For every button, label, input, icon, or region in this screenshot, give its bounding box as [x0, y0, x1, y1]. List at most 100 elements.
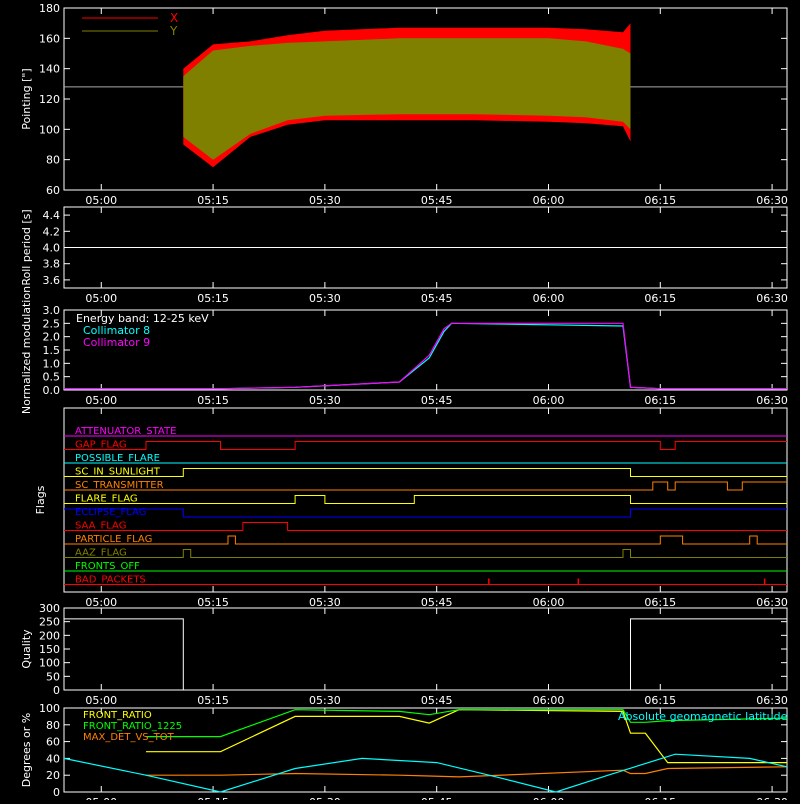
panel-1-ytick-label: 3.8: [43, 258, 61, 271]
panel-3-xtick-label: 06:00: [533, 596, 565, 609]
modulation-legend-collimator-8: Collimator 8: [83, 324, 150, 337]
flag-label-sc-in-sunlight: SC_IN_SUNLIGHT: [75, 467, 161, 478]
flag-label-flare-flag: FLARE_FLAG: [75, 494, 138, 505]
panel-1-ytick-label: 4.0: [43, 242, 61, 255]
panel-2-ytick-label: 2.0: [43, 331, 61, 344]
panel-4-ytick-label: 250: [39, 616, 60, 629]
panel-4-ytick-label: 50: [46, 670, 60, 683]
panel-5-ytick-label: 80: [46, 719, 60, 732]
panel-5-ytick-label: 0: [53, 786, 60, 799]
panel-1-xtick-label: 06:00: [533, 292, 565, 305]
panel-2-xtick-label: 05:00: [85, 394, 117, 407]
quality-line: [64, 618, 787, 691]
modulation-series-collimator-8: [64, 322, 787, 390]
flag-line-sc-in-sunlight: [64, 468, 787, 477]
ratio-annotation-right: Absolute geomagnetic latitude: [618, 710, 788, 723]
panel-4-ylabel: Quality: [20, 629, 33, 669]
ratio-series-max-det-vs-tot: [146, 766, 788, 778]
panel-2-ytick-label: 0.0: [43, 384, 61, 397]
panel-5-xtick-label: 05:15: [197, 796, 229, 800]
panel-2-xtick-label: 05:45: [421, 394, 453, 407]
flag-label-fronts-off: FRONTS_OFF: [75, 561, 140, 572]
panel-5-ytick-label: 100: [39, 702, 60, 715]
modulation-series-collimator-9: [64, 322, 787, 390]
panel-3-xtick-label: 05:00: [85, 596, 117, 609]
panel-0-xtick-label: 05:15: [197, 194, 229, 207]
panel-5-xtick-label: 05:30: [309, 796, 341, 800]
ratio-legend-max-det-vs-tot: MAX_DET_VS_TOT: [83, 732, 175, 743]
legend-label-x: X: [170, 11, 178, 25]
panel-1-xtick-label: 06:30: [756, 292, 788, 305]
ratio-legend-front-ratio: FRONT_RATIO: [83, 710, 152, 721]
panel-0-xtick-label: 05:00: [85, 194, 117, 207]
panel-2-ylabel: Normalized modulation: [20, 286, 33, 414]
panel-5-ytick-label: 60: [46, 736, 60, 749]
panel-1-xtick-label: 06:15: [644, 292, 676, 305]
panel-2-ytick-label: 2.5: [43, 317, 61, 330]
flag-label-attenuator-state: ATTENUATOR_STATE: [75, 426, 176, 437]
ratio-series-front-ratio-1225: [146, 709, 788, 738]
panel-5-frame: [63, 707, 788, 793]
panel-4-ytick-label: 100: [39, 657, 60, 670]
panel-5-ylabel: Degrees or %: [20, 713, 33, 787]
pointing-band-y: [183, 38, 631, 160]
flag-label-gap-flag: GAP_FLAG: [75, 440, 127, 451]
panel-5-xtick-label: 06:15: [644, 796, 676, 800]
flag-line-sc-transmitter: [64, 481, 787, 491]
panel-1-ytick-label: 3.6: [43, 274, 61, 287]
panel-2-xtick-label: 05:15: [197, 394, 229, 407]
panel-0-ytick-label: 100: [39, 123, 60, 136]
panel-4-ytick-label: 0: [53, 684, 60, 697]
panel-5-xtick-label: 06:00: [533, 796, 565, 800]
panel-1-xtick-label: 05:15: [197, 292, 229, 305]
panel-0-ytick-label: 80: [46, 154, 60, 167]
panel-3-xtick-label: 06:15: [644, 596, 676, 609]
panel-0-ytick-label: 160: [39, 32, 60, 45]
panel-0-xtick-label: 05:30: [309, 194, 341, 207]
panel-3-xtick-label: 05:15: [197, 596, 229, 609]
panel-0-xtick-label: 05:45: [421, 194, 453, 207]
flag-label-sc-transmitter: SC_TRANSMITTER: [75, 480, 164, 491]
flag-label-particle-flag: PARTICLE_FLAG: [75, 534, 152, 545]
panel-4-ytick-label: 150: [39, 643, 60, 656]
panel-5-xtick-label: 06:30: [756, 796, 788, 800]
panel-4-xtick-label: 05:15: [197, 694, 229, 707]
legend-label-y: Y: [169, 24, 178, 38]
flags-ylabel: Flags: [34, 485, 47, 514]
panel-0-xtick-label: 06:30: [756, 194, 788, 207]
panel-1-ytick-label: 4.2: [43, 225, 61, 238]
panel-4-xtick-label: 05:30: [309, 694, 341, 707]
panel-4-xtick-label: 06:00: [533, 694, 565, 707]
panel-1-ytick-label: 4.4: [43, 209, 61, 222]
flag-label-eclipse-flag: ECLIPSE_FLAG: [75, 507, 146, 518]
panel-3-xtick-label: 05:45: [421, 596, 453, 609]
panel-2-ytick-label: 0.5: [43, 371, 61, 384]
modulation-legend-collimator-9: Collimator 9: [83, 336, 150, 349]
panel-4-xtick-label: 05:00: [85, 694, 117, 707]
panel-1-xtick-label: 05:45: [421, 292, 453, 305]
panel-5-xtick-label: 05:00: [85, 796, 117, 800]
panel-2-ytick-label: 1.5: [43, 344, 61, 357]
panel-3-xtick-label: 05:30: [309, 596, 341, 609]
panel-4-frame: [63, 607, 788, 691]
panel-2-ytick-label: 1.0: [43, 357, 61, 370]
flag-label-bad-packets: BAD_PACKETS: [75, 575, 146, 586]
panel-2-xtick-label: 06:15: [644, 394, 676, 407]
panel-5-ytick-label: 40: [46, 752, 60, 765]
panel-2-xtick-label: 06:30: [756, 394, 788, 407]
flag-label-saa-flag: SAA_FLAG: [75, 521, 126, 532]
panel-0-ytick-label: 60: [46, 184, 60, 197]
flag-label-possible-flare: POSSIBLE_FLARE: [75, 453, 160, 464]
panel-0-xtick-label: 06:15: [644, 194, 676, 207]
panel-4-xtick-label: 06:15: [644, 694, 676, 707]
panel-2-ytick-label: 3.0: [43, 304, 61, 317]
flag-line-flare-flag: [64, 495, 787, 504]
panel-2-xtick-label: 05:30: [309, 394, 341, 407]
panel-1-xtick-label: 05:30: [309, 292, 341, 305]
panel-0-xtick-label: 06:00: [533, 194, 565, 207]
panel-4-ytick-label: 200: [39, 629, 60, 642]
flag-label-aaz-flag: AAZ_FLAG: [75, 548, 127, 559]
ratio-legend-front-ratio-1225: FRONT_RATIO_1225: [83, 721, 182, 732]
